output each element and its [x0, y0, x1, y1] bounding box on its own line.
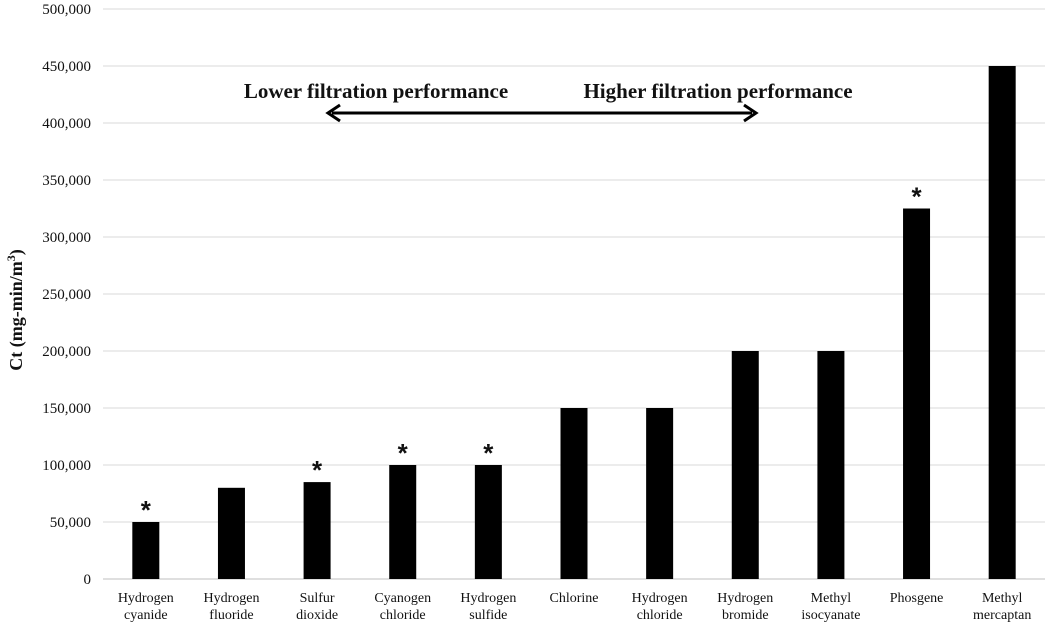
bar [303, 482, 331, 579]
x-axis-category-labels: Hydrogen cyanide Hydrogen fluoride Sulfur dio… [118, 591, 1032, 623]
x-category-label: Methyl mercaptan [973, 591, 1031, 623]
x-category-label: Chlorine [550, 591, 599, 606]
bars [132, 66, 1016, 579]
bar [474, 465, 502, 579]
bar-marker-asterisk: * [483, 438, 494, 468]
y-tick-label: 500,000 [42, 2, 91, 18]
x-category-label: Hydrogen sulfide [460, 591, 516, 623]
bar [560, 408, 588, 579]
y-tick-label: 250,000 [42, 287, 91, 303]
y-tick-label: 200,000 [42, 344, 91, 360]
bar [646, 408, 674, 579]
y-tick-label: 350,000 [42, 173, 91, 189]
bar-marker-asterisk: * [398, 438, 409, 468]
bar-markers: * * * * * [141, 182, 923, 526]
gridlines [103, 8, 1045, 580]
bar [988, 66, 1016, 579]
bar [217, 487, 245, 579]
x-category-label: Phosgene [890, 591, 944, 606]
annotation-higher-performance: Higher filtration performance [583, 79, 852, 103]
x-category-label: Hydrogen fluoride [203, 591, 259, 623]
y-tick-label: 300,000 [42, 230, 91, 246]
bar [903, 208, 931, 579]
y-axis-title: Ct (mg-min/m3) [4, 249, 27, 370]
double-headed-arrow [325, 103, 759, 123]
y-tick-label: 450,000 [42, 59, 91, 75]
bar-marker-asterisk: * [141, 495, 152, 525]
y-axis-ticks: 0 50,000 100,000 150,000 200,000 250,000 300,0… [42, 2, 91, 588]
y-tick-label: 400,000 [42, 116, 91, 132]
x-category-label: Methyl isocyanate [801, 591, 860, 623]
bar [817, 351, 845, 579]
annotation-lower-performance: Lower filtration performance [244, 79, 508, 103]
bar-marker-asterisk: * [312, 455, 323, 485]
y-tick-label: 150,000 [42, 401, 91, 417]
bar [132, 522, 160, 579]
y-tick-label: 50,000 [50, 515, 91, 531]
y-tick-label: 0 [84, 572, 92, 588]
x-category-label: Hydrogen cyanide [118, 591, 174, 623]
y-tick-label: 100,000 [42, 458, 91, 474]
x-category-label: Hydrogen bromide [717, 591, 773, 623]
bar [731, 351, 759, 579]
x-category-label: Cyanogen chloride [374, 591, 431, 623]
x-category-label: Sulfur dioxide [296, 591, 338, 623]
x-category-label: Hydrogen chloride [632, 591, 688, 623]
bar-marker-asterisk: * [911, 182, 922, 212]
bar [389, 465, 417, 579]
